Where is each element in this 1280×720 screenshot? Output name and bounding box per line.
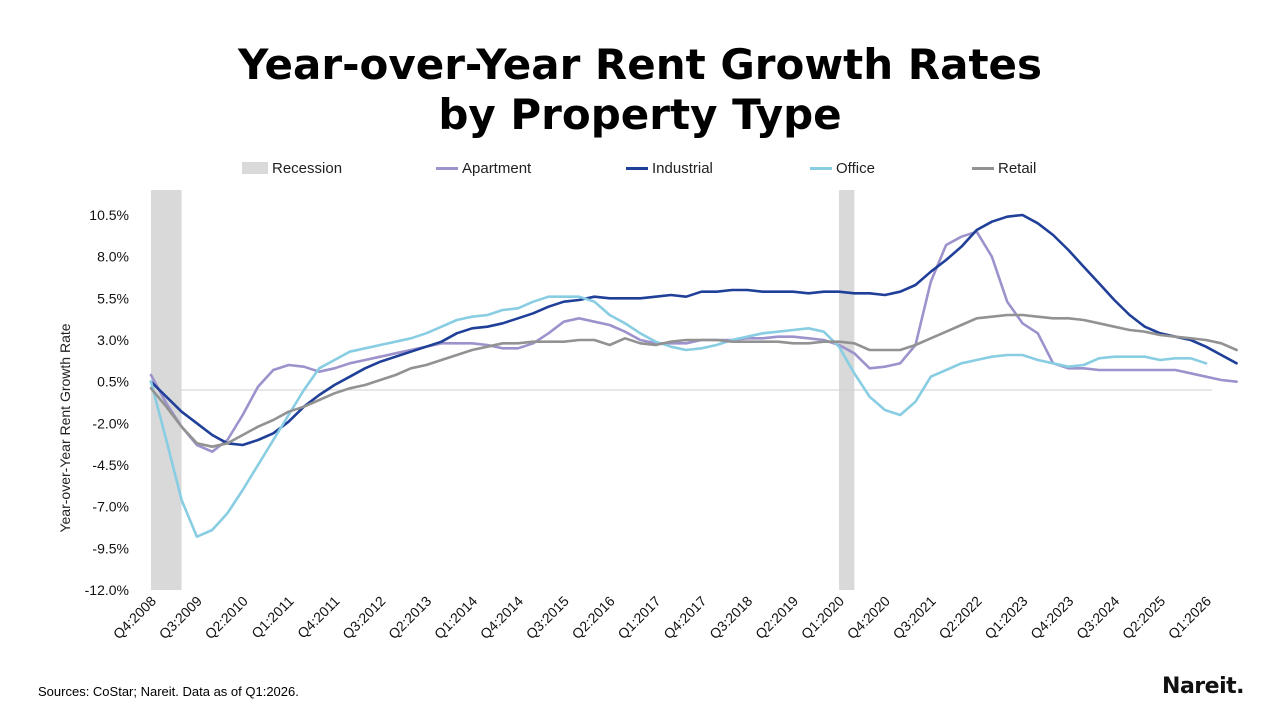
- series-line-office: [149, 295, 1208, 539]
- x-tick-label: Q1:2023: [981, 593, 1030, 642]
- series-lines: [149, 213, 1238, 539]
- x-tick-label: Q1:2017: [614, 593, 663, 642]
- x-tick-label: Q2:2016: [569, 593, 618, 642]
- x-tick-label: Q4:2011: [294, 593, 343, 642]
- legend-label-retail: Retail: [998, 159, 1037, 177]
- x-tick-label: Q1:2014: [431, 593, 480, 642]
- x-tick-label: Q3:2021: [890, 593, 939, 642]
- chart-title-line-1: Year-over-Year Rent Growth Rates: [237, 40, 1043, 89]
- legend-item-office: Office: [810, 157, 875, 179]
- legend-label-apartment: Apartment: [462, 159, 532, 177]
- y-axis-ticks: 10.5% 8.0% 5.5% 3.0% 0.5% -2.0% -4.5% -7.0% -9.5…: [85, 207, 129, 598]
- legend-item-retail: Retail: [972, 157, 1036, 179]
- legend-swatch-retail: [972, 166, 994, 170]
- legend-item-industrial: Industrial: [626, 157, 713, 179]
- x-tick-label: Q3:2009: [156, 593, 205, 642]
- x-tick-label: Q4:2014: [477, 593, 526, 642]
- x-tick-label: Q3:2018: [706, 593, 755, 642]
- x-tick-label: Q1:2026: [1165, 593, 1214, 642]
- x-tick-label: Q3:2012: [339, 593, 388, 642]
- x-tick-label: Q4:2020: [844, 593, 893, 642]
- x-tick-label: Q1:2011: [248, 593, 297, 642]
- x-tick-label: Q4:2023: [1027, 593, 1076, 642]
- y-tick-label: -7.0%: [92, 499, 129, 515]
- y-tick-label: -4.5%: [92, 457, 129, 473]
- y-axis-label: Year-over-Year Rent Growth Rate: [57, 323, 73, 532]
- legend-swatch-apartment: [436, 166, 458, 170]
- source-note: Sources: CoStar; Nareit. Data as of Q1:2…: [38, 684, 299, 699]
- y-tick-label: 3.0%: [97, 332, 129, 348]
- chart-title: Year-over-Year Rent Growth Rates by Prop…: [0, 40, 1280, 140]
- x-tick-label: Q2:2025: [1119, 593, 1168, 642]
- series-line-industrial: [149, 213, 1238, 447]
- legend-swatch-recession: [242, 162, 268, 174]
- x-tick-label: Q1:2020: [798, 593, 847, 642]
- legend-swatch-industrial: [626, 166, 648, 170]
- series-line-apartment: [149, 230, 1238, 454]
- x-tick-label: Q2:2019: [752, 593, 801, 642]
- y-tick-label: 5.5%: [97, 290, 129, 306]
- x-tick-label: Q3:2015: [523, 593, 572, 642]
- legend-item-recession: Recession: [242, 157, 342, 179]
- y-tick-label: -9.5%: [92, 540, 129, 556]
- x-axis-ticks: Q4:2008Q3:2009Q2:2010Q1:2011Q4:2011Q3:20…: [110, 593, 1214, 642]
- legend-label-recession: Recession: [272, 159, 343, 177]
- chart-title-line-2: by Property Type: [438, 90, 842, 139]
- x-tick-label: Q3:2024: [1073, 593, 1122, 642]
- y-tick-label: 0.5%: [97, 374, 129, 390]
- legend-swatch-office: [810, 166, 832, 170]
- x-tick-label: Q2:2013: [385, 593, 434, 642]
- legend-label-office: Office: [836, 159, 875, 177]
- x-tick-label: Q4:2017: [660, 593, 709, 642]
- y-tick-label: -12.0%: [85, 582, 129, 598]
- y-tick-label: -2.0%: [92, 415, 129, 431]
- recession-band-1: [151, 190, 182, 590]
- y-tick-label: 10.5%: [89, 207, 129, 223]
- legend: Recession Apartment Industrial Office Re…: [0, 157, 1280, 179]
- nareit-logo: Nareit.: [1162, 674, 1244, 699]
- x-tick-label: Q4:2008: [110, 593, 159, 642]
- x-tick-label: Q2:2010: [202, 593, 251, 642]
- series-line-retail: [149, 313, 1238, 449]
- legend-label-industrial: Industrial: [652, 159, 713, 177]
- y-tick-label: 8.0%: [97, 249, 129, 265]
- x-tick-label: Q2:2022: [935, 593, 984, 642]
- legend-item-apartment: Apartment: [436, 157, 531, 179]
